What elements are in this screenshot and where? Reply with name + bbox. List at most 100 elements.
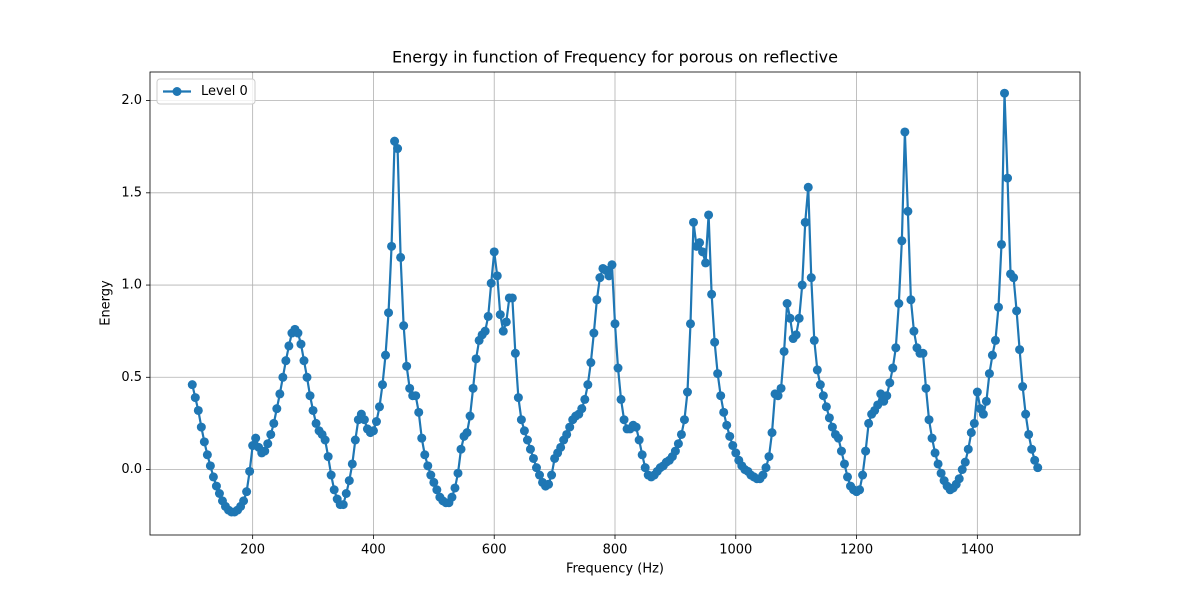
data-point bbox=[193, 405, 203, 415]
data-point bbox=[803, 182, 813, 192]
data-point bbox=[384, 308, 394, 318]
data-point bbox=[921, 383, 931, 393]
data-point bbox=[670, 446, 680, 456]
data-point bbox=[1027, 444, 1037, 454]
data-point bbox=[368, 426, 378, 436]
data-point bbox=[302, 372, 312, 382]
data-point bbox=[199, 437, 209, 447]
data-point bbox=[462, 428, 472, 438]
data-point bbox=[359, 415, 369, 425]
x-tick-label: 1200 bbox=[840, 543, 873, 558]
data-point bbox=[296, 339, 306, 349]
data-point bbox=[214, 488, 224, 498]
data-point bbox=[701, 258, 711, 268]
data-point bbox=[782, 299, 792, 308]
data-point bbox=[695, 238, 705, 248]
data-point bbox=[613, 363, 623, 373]
data-point bbox=[631, 422, 641, 432]
data-point bbox=[586, 358, 596, 368]
data-point bbox=[719, 407, 729, 417]
data-point bbox=[1012, 306, 1022, 316]
data-point bbox=[483, 311, 493, 321]
data-point bbox=[855, 485, 865, 495]
data-point bbox=[924, 415, 934, 425]
data-point bbox=[239, 496, 249, 506]
data-point bbox=[758, 470, 768, 480]
data-point bbox=[513, 393, 523, 403]
data-point bbox=[456, 444, 466, 454]
data-point bbox=[936, 468, 946, 478]
data-point bbox=[208, 472, 218, 482]
data-point bbox=[577, 404, 587, 414]
data-point bbox=[882, 391, 892, 401]
data-point bbox=[957, 465, 967, 475]
data-point bbox=[987, 350, 997, 360]
data-point bbox=[341, 488, 351, 498]
data-point bbox=[682, 387, 692, 397]
data-point bbox=[592, 295, 602, 305]
data-point bbox=[284, 341, 294, 351]
data-point bbox=[864, 418, 874, 428]
data-point bbox=[996, 239, 1006, 249]
y-tick-label: 1.0 bbox=[121, 278, 142, 293]
data-point bbox=[689, 217, 699, 227]
data-point bbox=[698, 247, 708, 257]
data-point bbox=[710, 337, 720, 347]
plot-frame bbox=[149, 71, 1081, 536]
data-point bbox=[1015, 345, 1025, 355]
data-point bbox=[861, 446, 871, 456]
data-point bbox=[1009, 273, 1019, 283]
data-point bbox=[993, 302, 1003, 312]
x-tick-label: 1000 bbox=[719, 543, 752, 558]
data-point bbox=[990, 335, 1000, 345]
data-point bbox=[827, 422, 837, 432]
data-point bbox=[387, 241, 397, 251]
data-point bbox=[583, 380, 593, 390]
x-tick-label: 400 bbox=[361, 543, 386, 558]
legend-label: Level 0 bbox=[201, 84, 248, 99]
data-point bbox=[839, 459, 849, 469]
data-point bbox=[610, 319, 620, 329]
data-point bbox=[764, 452, 774, 462]
data-point bbox=[897, 236, 907, 246]
data-point bbox=[480, 326, 490, 336]
data-point bbox=[972, 387, 982, 397]
data-point bbox=[393, 144, 403, 154]
data-point bbox=[429, 477, 439, 487]
data-point bbox=[794, 313, 804, 323]
data-point bbox=[347, 459, 357, 469]
data-point bbox=[399, 321, 409, 331]
data-point bbox=[673, 439, 683, 449]
data-point bbox=[761, 463, 771, 473]
data-point bbox=[414, 407, 424, 417]
data-point bbox=[507, 293, 517, 303]
data-point bbox=[411, 391, 421, 401]
data-point bbox=[858, 470, 868, 480]
legend-marker bbox=[172, 87, 182, 96]
data-point bbox=[640, 463, 650, 473]
data-point bbox=[833, 433, 843, 443]
data-point bbox=[984, 369, 994, 379]
data-point bbox=[190, 393, 200, 403]
x-tick-label: 1400 bbox=[961, 543, 994, 558]
data-point bbox=[773, 391, 783, 401]
data-point bbox=[556, 442, 566, 452]
data-point bbox=[637, 450, 647, 460]
data-point bbox=[562, 429, 572, 439]
data-point bbox=[885, 378, 895, 388]
data-point bbox=[516, 415, 526, 425]
data-point bbox=[263, 439, 273, 449]
data-point bbox=[260, 446, 270, 456]
data-point bbox=[447, 492, 457, 502]
data-point bbox=[595, 273, 605, 283]
data-point bbox=[187, 380, 197, 390]
data-point bbox=[486, 278, 496, 288]
data-point bbox=[1024, 429, 1034, 439]
y-tick-label: 2.0 bbox=[121, 93, 142, 108]
data-point bbox=[202, 450, 212, 460]
data-point bbox=[731, 448, 741, 458]
data-point bbox=[344, 476, 354, 486]
data-point bbox=[824, 413, 834, 423]
data-point bbox=[308, 405, 318, 415]
data-point bbox=[396, 252, 406, 262]
